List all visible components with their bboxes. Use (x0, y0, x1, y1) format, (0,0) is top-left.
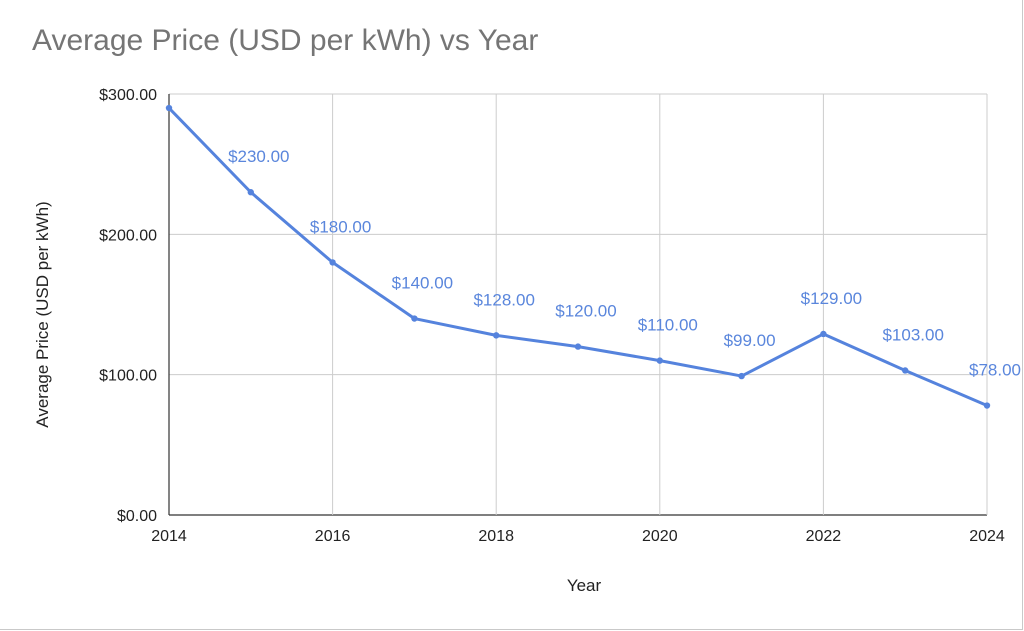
data-label: $230.00 (228, 147, 289, 166)
data-label: $120.00 (555, 302, 616, 321)
data-label: $140.00 (392, 274, 453, 293)
data-point (656, 357, 663, 364)
data-label: $129.00 (801, 289, 862, 308)
data-label: $128.00 (473, 290, 534, 309)
data-label: $180.00 (310, 217, 371, 236)
x-tick-label: 2020 (642, 528, 678, 545)
data-point (411, 315, 418, 322)
data-point (165, 104, 173, 112)
data-label: $103.00 (882, 325, 943, 344)
y-tick-label: $100.00 (99, 368, 157, 385)
data-point (574, 343, 582, 350)
x-axis-title: Year (567, 576, 602, 595)
x-tick-label: 2022 (806, 528, 842, 545)
data-point (493, 332, 500, 339)
x-tick-label: 2024 (969, 528, 1005, 545)
y-tick-label: $0.00 (117, 508, 157, 525)
data-label: $110.00 (638, 316, 698, 335)
data-label: $78.00 (969, 361, 1021, 380)
data-label-layer: $230.00 $180.00 $140.00 $128.00 $120.00 $110.… (228, 147, 1021, 379)
series-layer (165, 104, 991, 409)
y-axis-title: Average Price (USD per kWh) (33, 201, 52, 427)
data-point (983, 402, 991, 409)
chart-title: Average Price (USD per kWh) vs Year (32, 24, 539, 57)
y-tick-label: $300.00 (99, 87, 157, 104)
data-point (738, 372, 745, 380)
series-line (167, 106, 989, 408)
data-point (329, 259, 336, 266)
x-tick-label: 2014 (151, 528, 187, 545)
data-point (820, 330, 827, 338)
x-tick-label: 2016 (315, 528, 351, 545)
axis-layer: $0.00 $100.00 $200.00 $300.00 2014 2016 2018 20… (99, 87, 1005, 545)
data-label: $99.00 (724, 331, 776, 350)
data-point (247, 189, 254, 196)
y-tick-label: $200.00 (99, 227, 157, 244)
x-tick-label: 2018 (478, 528, 514, 545)
grid-layer (168, 93, 988, 516)
data-point (902, 367, 909, 374)
